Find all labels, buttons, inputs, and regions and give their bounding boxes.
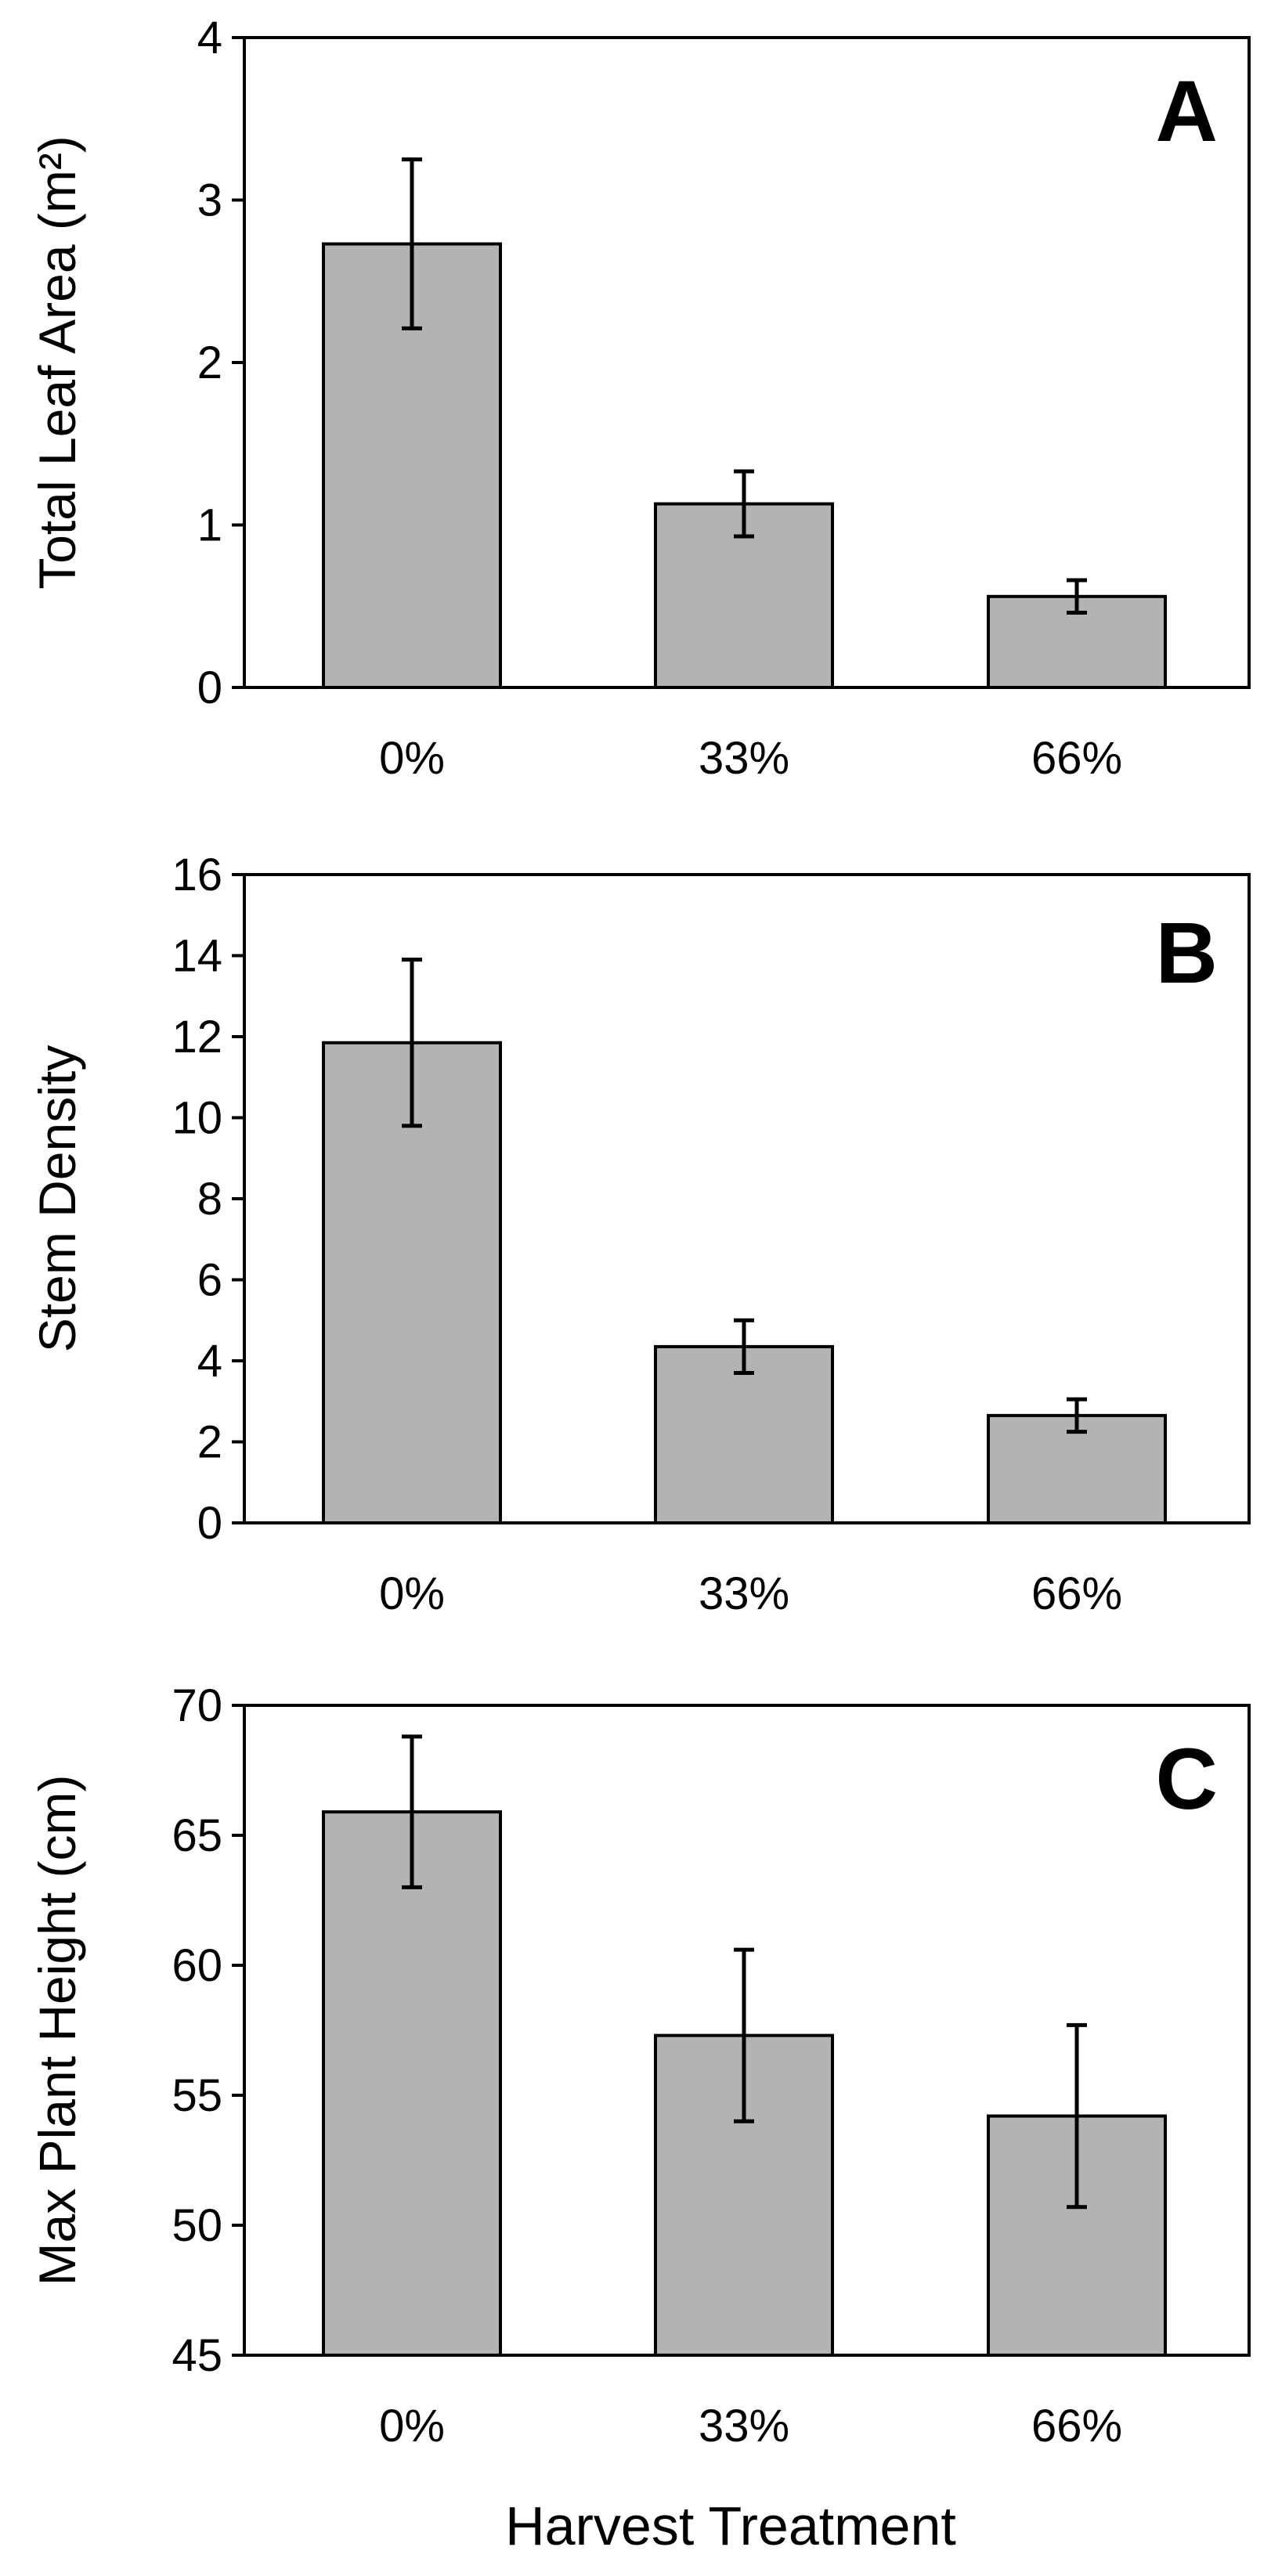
panel-b-y-tick-label: 6: [197, 1255, 222, 1306]
panel-b-y-tick-label: 16: [172, 850, 222, 900]
panel-b-y-tick-label: 10: [172, 1093, 222, 1144]
panel-a-y-tick-label: 3: [197, 175, 222, 226]
panel-c-y-tick-label: 55: [172, 2070, 222, 2121]
panel-a-x-tick-label: 33%: [699, 733, 789, 784]
panel-b-y-tick-label: 14: [172, 931, 222, 982]
panel-b-panel-letter: B: [1156, 905, 1218, 1001]
panel-c-x-tick-label: 0%: [379, 2401, 445, 2452]
panel-a-y-axis-label: Total Leaf Area (m²): [28, 135, 86, 590]
panel-b-y-tick-label: 4: [197, 1336, 222, 1387]
panel-c-y-tick-label: 60: [172, 1940, 222, 1991]
panel-c-y-tick-label: 50: [172, 2200, 222, 2251]
panel-b-x-tick-label: 33%: [699, 1568, 789, 1619]
panel-c-y-tick-label: 70: [172, 1680, 222, 1731]
panel-b-y-tick-label: 0: [197, 1498, 222, 1549]
panel-c-x-tick-label: 33%: [699, 2401, 789, 2452]
panel-c-y-tick-label: 45: [172, 2330, 222, 2381]
panel-c-y-axis-label: Max Plant Height (cm): [28, 1775, 86, 2286]
panel-b-y-axis-label: Stem Density: [28, 1045, 86, 1352]
panel-c-y-tick-label: 65: [172, 1810, 222, 1861]
panel-a-panel-letter: A: [1156, 63, 1218, 160]
panel-b-bar: [654, 1344, 834, 1524]
panel-a-x-tick-label: 66%: [1031, 733, 1122, 784]
panel-a-x-tick-label: 0%: [379, 733, 445, 784]
panel-c-x-tick-label: 66%: [1031, 2401, 1122, 2452]
panel-b-x-tick-label: 66%: [1031, 1568, 1122, 1619]
panel-b-y-tick-label: 8: [197, 1174, 222, 1225]
panel-a-y-tick-label: 4: [197, 13, 222, 63]
panel-a-y-tick-label: 2: [197, 337, 222, 388]
panel-b-x-tick-label: 0%: [379, 1568, 445, 1619]
panel-a-y-tick-label: 1: [197, 500, 222, 551]
panel-c-bar: [322, 1810, 502, 2358]
panel-b-y-tick-label: 2: [197, 1417, 222, 1468]
panel-c-panel-letter: C: [1156, 1731, 1218, 1827]
panel-b-y-tick-label: 12: [172, 1012, 222, 1063]
panel-a-y-tick-label: 0: [197, 662, 222, 713]
x-axis-title: Harvest Treatment: [505, 2495, 956, 2556]
